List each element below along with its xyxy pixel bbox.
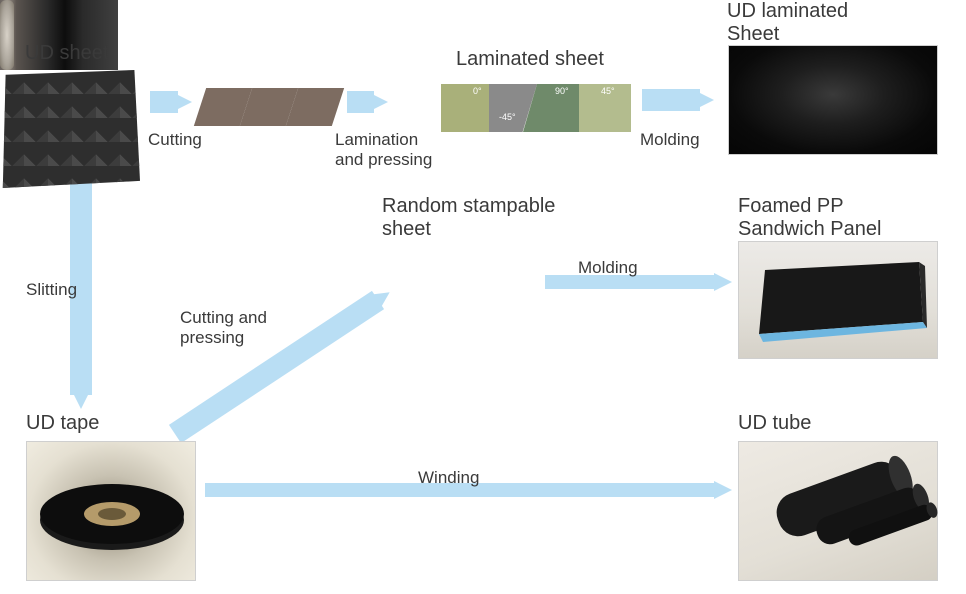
step-lamination: Lamination and pressing — [335, 130, 432, 169]
ud-laminated-l1: UD laminated — [727, 0, 848, 22]
laminated-sheet-diagram: 0° -45° 90° 45° — [441, 84, 631, 132]
ud-tube-image — [738, 441, 938, 581]
cut-pieces — [200, 88, 335, 128]
ud-sheet-title: UD sheet — [25, 42, 108, 65]
random-stampable-image — [0, 70, 140, 188]
step-molding-mid: Molding — [578, 258, 638, 278]
foamed-l2: Sandwich Panel — [738, 218, 881, 240]
random-stampable-title: Random stampable sheet — [382, 195, 555, 241]
ud-tape-title: UD tape — [26, 412, 99, 435]
step-cutting-pressing: Cutting and pressing — [180, 308, 267, 347]
ud-tube-title: UD tube — [738, 412, 811, 435]
laminated-sheet-title: Laminated sheet — [456, 48, 604, 71]
ud-laminated-l2: Sheet — [727, 23, 779, 45]
random-l2: sheet — [382, 218, 431, 240]
ud-laminated-image — [728, 45, 938, 155]
ud-laminated-title: UD laminated Sheet — [727, 0, 848, 46]
foamed-pp-title: Foamed PP Sandwich Panel — [738, 195, 881, 241]
foamed-l1: Foamed PP — [738, 195, 844, 217]
angle-90: 90° — [555, 86, 569, 96]
angle-0: 0° — [473, 86, 482, 96]
angle-n45: -45° — [499, 112, 516, 122]
foamed-pp-image — [738, 241, 938, 359]
step-slitting: Slitting — [26, 280, 77, 300]
ud-tape-image — [26, 441, 196, 581]
step-cutting: Cutting — [148, 130, 202, 150]
angle-45: 45° — [601, 86, 615, 96]
step-winding: Winding — [418, 468, 479, 488]
step-molding-top: Molding — [640, 130, 700, 150]
random-l1: Random stampable — [382, 195, 555, 217]
